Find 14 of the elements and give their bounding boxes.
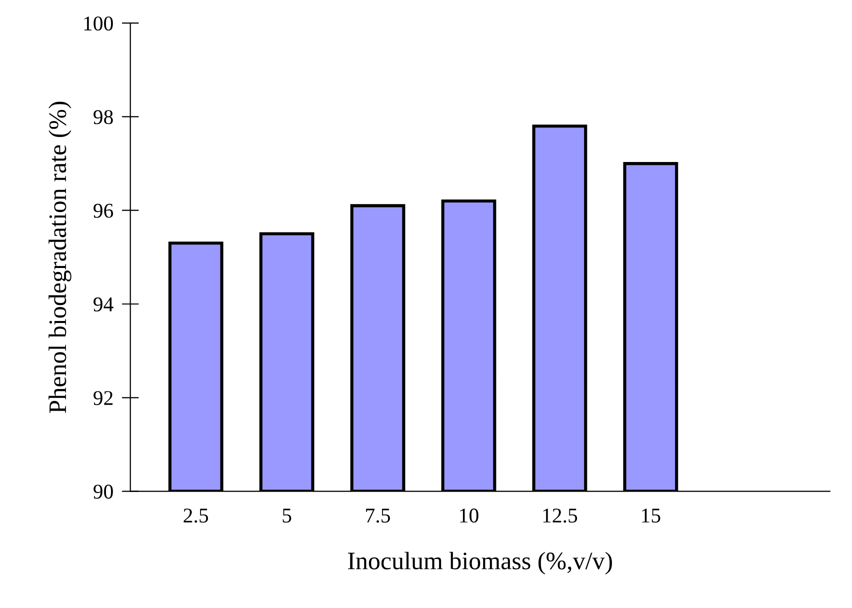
x-tick-label: 10 <box>460 508 478 523</box>
x-tick-label: 12.5 <box>543 508 578 523</box>
x-tick-label: 7.5 <box>366 508 390 523</box>
y-tick-label: 96 <box>94 204 114 218</box>
y-axis-title: Phenol biodegradation rate (%) <box>48 102 72 414</box>
y-tick-label: 92 <box>94 391 113 406</box>
x-tick-label: 2.5 <box>184 508 208 523</box>
y-tick-label: 90 <box>94 484 113 499</box>
y-tick-label: 98 <box>94 110 113 124</box>
y-tick-label: 100 <box>84 16 113 31</box>
x-tick-label: 15 <box>642 508 660 523</box>
x-tick-label: 5 <box>282 508 292 523</box>
x-axis-title: Inoculum biomass (%,v/v) <box>348 552 612 574</box>
y-tick-label: 94 <box>94 297 114 312</box>
